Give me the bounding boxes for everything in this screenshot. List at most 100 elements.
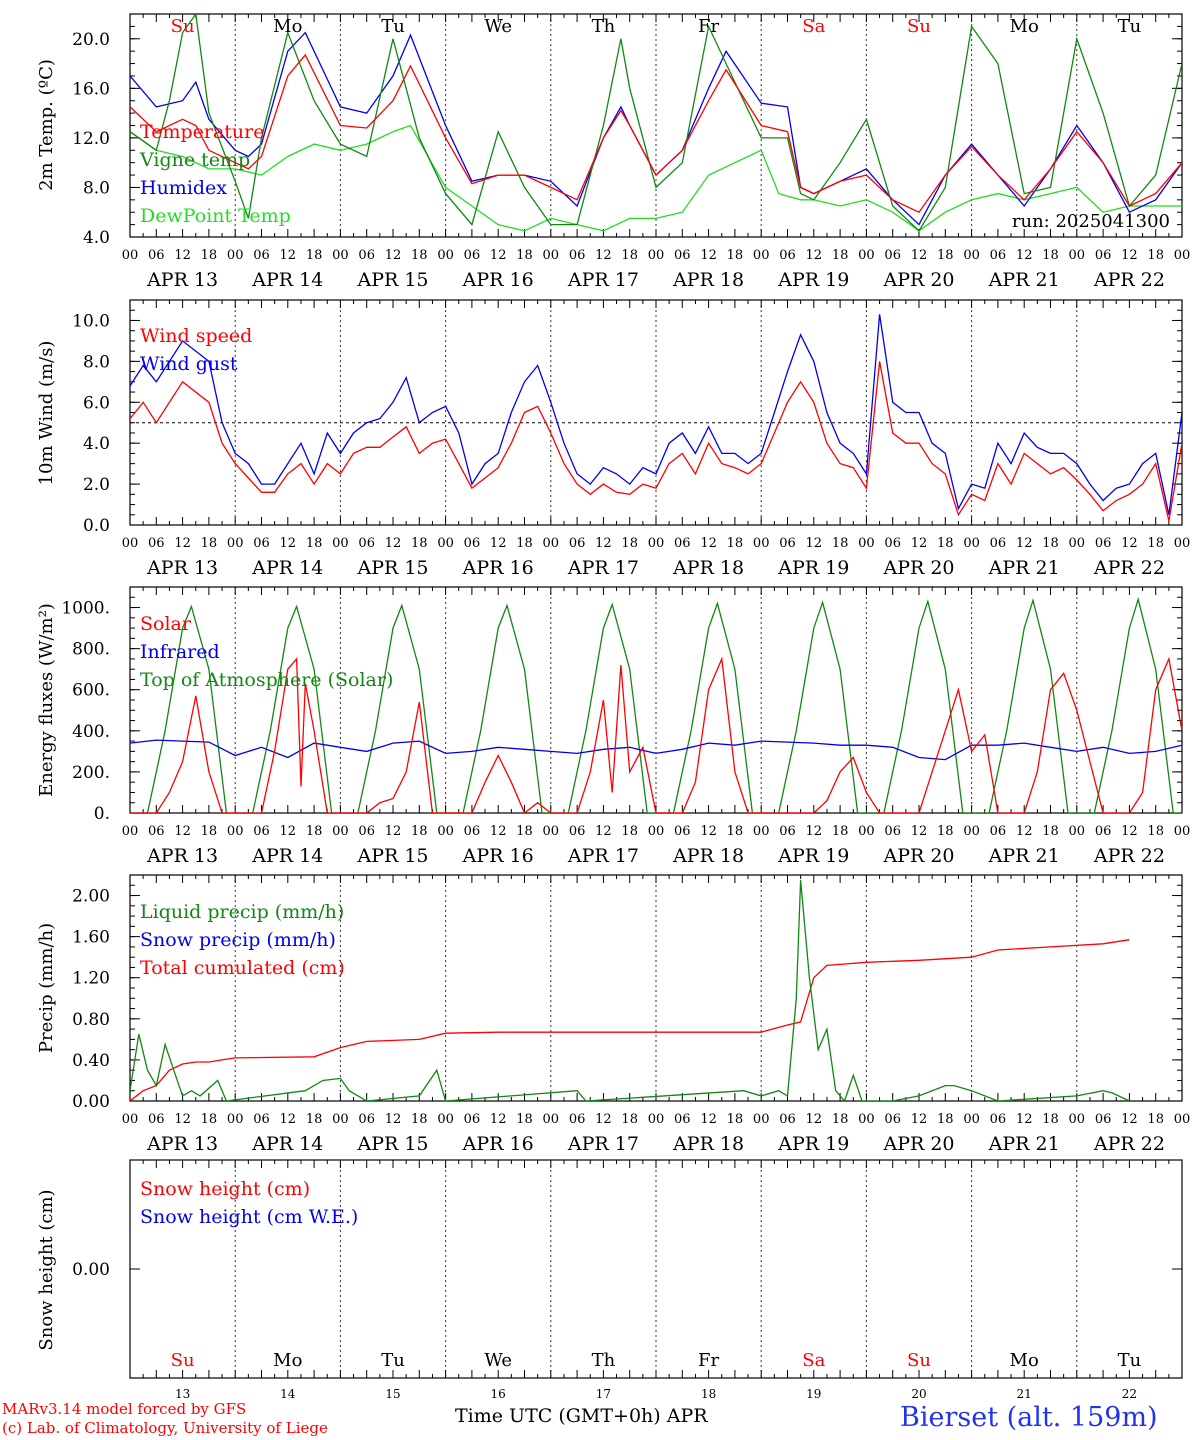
hour-label: 00 [858, 1112, 875, 1127]
hour-label: 12 [280, 824, 297, 839]
day-number-label: 20 [911, 1387, 926, 1401]
hour-label: 00 [437, 248, 454, 263]
weekday-label: Mo [273, 16, 302, 37]
hour-label: 00 [963, 248, 980, 263]
hour-label: 12 [595, 1112, 612, 1127]
legend-entry: Temperature [140, 121, 264, 143]
hour-label: 06 [464, 248, 481, 263]
y-tick-label: 800. [72, 640, 110, 660]
hour-label: 00 [332, 1112, 349, 1127]
hour-label: 06 [358, 536, 375, 551]
hour-label: 18 [306, 248, 323, 263]
hour-label: 12 [1121, 1112, 1138, 1127]
hour-label: 18 [1147, 824, 1164, 839]
hour-label: 06 [253, 1112, 270, 1127]
day-label: APR 18 [672, 1133, 744, 1155]
day-label: APR 14 [251, 845, 323, 867]
day-label: APR 19 [777, 557, 849, 579]
hour-label: 06 [148, 824, 165, 839]
hour-label: 06 [779, 1112, 796, 1127]
hour-label: 12 [595, 824, 612, 839]
legend-entry: Vigne temp [139, 149, 250, 171]
hour-label: 18 [1147, 536, 1164, 551]
plot-frame [129, 586, 1183, 814]
legend-entry: Snow height (cm W.E.) [140, 1206, 358, 1228]
legend-entry: Wind speed [140, 325, 252, 347]
hour-label: 18 [621, 248, 638, 263]
hour-label: 12 [911, 824, 928, 839]
day-label: APR 16 [462, 557, 534, 579]
hour-label: 06 [884, 248, 901, 263]
y-tick-label: 0.00 [72, 1092, 110, 1112]
day-label: APR 21 [988, 557, 1060, 579]
hour-label: 18 [1042, 536, 1059, 551]
y-tick-label: 12.0 [72, 129, 110, 149]
y-axis-title: 2m Temp. (ºC) [36, 59, 57, 191]
hour-label: 00 [648, 1112, 665, 1127]
hour-label: 18 [621, 536, 638, 551]
hour-label: 12 [1121, 536, 1138, 551]
day-label: APR 22 [1093, 845, 1165, 867]
day-number-label: 22 [1122, 1387, 1137, 1401]
series-solar [130, 656, 1182, 813]
hour-label: 06 [674, 1112, 691, 1127]
hour-label: 06 [674, 824, 691, 839]
day-number-label: 17 [596, 1387, 611, 1401]
hour-label: 12 [700, 248, 717, 263]
day-label: APR 19 [777, 269, 849, 291]
time-axis-label: Time UTC (GMT+0h) APR [455, 1405, 708, 1427]
hour-label: 00 [332, 536, 349, 551]
y-tick-label: 200. [72, 763, 110, 783]
weekday-label: Th [592, 16, 616, 37]
hour-label: 18 [201, 536, 218, 551]
hour-label: 00 [543, 536, 560, 551]
legend-entry: Snow height (cm) [140, 1178, 310, 1200]
hour-label: 06 [569, 536, 586, 551]
hour-label: 06 [569, 248, 586, 263]
weekday-label: Mo [1010, 1350, 1039, 1371]
hour-label: 06 [253, 536, 270, 551]
weekday-label: Fr [698, 16, 719, 37]
hour-label: 18 [937, 1112, 954, 1127]
model-credit: MARv3.14 model forced by GFS [2, 1400, 247, 1418]
hour-label: 06 [990, 1112, 1007, 1127]
weekday-label: Mo [1010, 16, 1039, 37]
hour-label: 06 [884, 824, 901, 839]
hour-label: 12 [1016, 1112, 1033, 1127]
hour-label: 06 [779, 536, 796, 551]
weekday-label: Su [171, 16, 195, 37]
hour-label: 06 [464, 1112, 481, 1127]
hour-label: 00 [543, 824, 560, 839]
hour-label: 06 [1095, 536, 1112, 551]
day-label: APR 16 [462, 845, 534, 867]
hour-label: 00 [858, 536, 875, 551]
y-tick-label: 0.00 [72, 1260, 110, 1280]
hour-label: 00 [332, 248, 349, 263]
hour-label: 12 [385, 1112, 402, 1127]
day-label: APR 17 [567, 557, 639, 579]
series-temperature [130, 53, 1182, 214]
legend-entry: Liquid precip (mm/h) [140, 901, 344, 923]
day-label: APR 13 [146, 1133, 218, 1155]
hour-label: 18 [832, 536, 849, 551]
day-label: APR 15 [356, 557, 428, 579]
hour-label: 18 [411, 536, 428, 551]
weekday-label: We [484, 1350, 512, 1371]
y-axis-title: Energy fluxes (W/m²) [36, 603, 57, 797]
day-label: APR 21 [988, 845, 1060, 867]
series-wind-gust [130, 314, 1182, 515]
hour-label: 06 [253, 248, 270, 263]
day-label: APR 18 [672, 845, 744, 867]
day-number-label: 16 [491, 1387, 506, 1401]
hour-label: 18 [832, 824, 849, 839]
hour-label: 12 [595, 248, 612, 263]
lab-credit: (c) Lab. of Climatology, University of L… [2, 1419, 328, 1437]
y-tick-label: 8.0 [83, 352, 110, 372]
hour-label: 06 [358, 1112, 375, 1127]
hour-label: 18 [832, 248, 849, 263]
series-top-of-atmosphere-solar [130, 596, 1182, 813]
hour-label: 00 [858, 824, 875, 839]
hour-label: 12 [385, 824, 402, 839]
hour-label: 18 [727, 824, 744, 839]
y-tick-label: 4.0 [83, 434, 110, 454]
